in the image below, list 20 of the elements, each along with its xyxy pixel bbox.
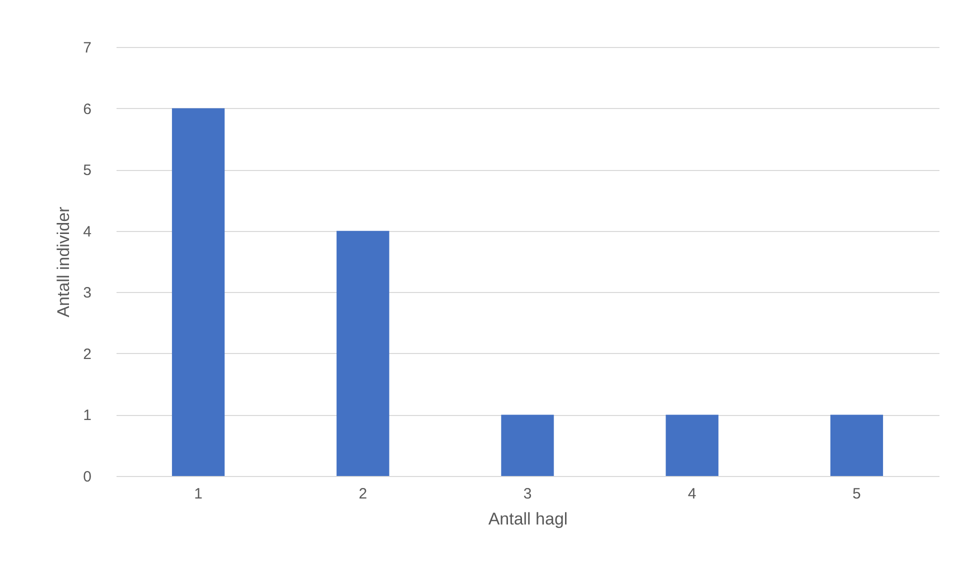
x-tick-label: 1: [194, 486, 202, 502]
y-tick-label: 4: [83, 223, 92, 240]
bar: [172, 108, 225, 476]
y-axis-title: Antall individer: [54, 206, 74, 318]
x-tick-label: 2: [358, 486, 368, 502]
x-axis-title: Antall hagl: [488, 510, 568, 528]
y-tick-label: 0: [83, 468, 92, 486]
x-tick-label: 5: [852, 486, 861, 502]
y-tick-label: 7: [83, 40, 92, 56]
x-tick-label: 4: [688, 486, 696, 502]
bar: [336, 230, 390, 476]
y-tick-label: 6: [83, 100, 92, 118]
y-tick-label: 3: [83, 284, 92, 302]
x-tick-label: 3: [523, 486, 532, 502]
bar: [830, 414, 884, 476]
bar: [501, 414, 554, 476]
bar: [666, 414, 718, 476]
y-tick-label: 2: [83, 346, 92, 363]
y-tick-label: 5: [83, 162, 92, 180]
y-tick-label: 1: [83, 407, 92, 424]
